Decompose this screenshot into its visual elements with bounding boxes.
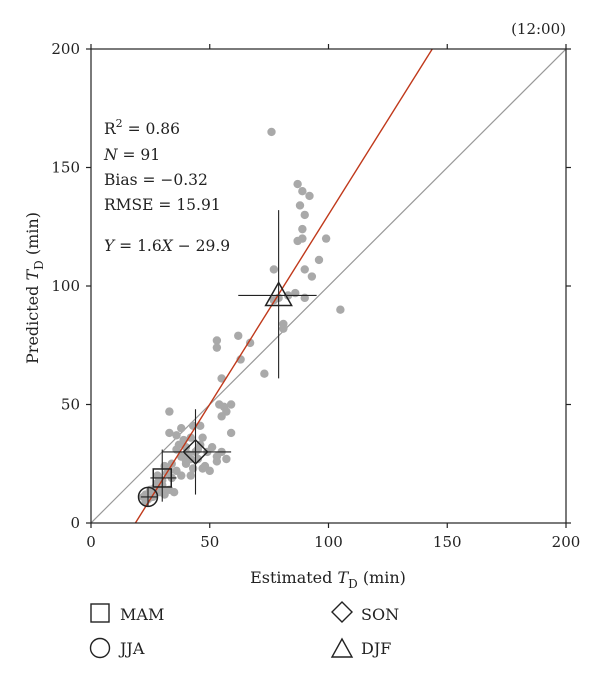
triangle-marker (264, 280, 293, 307)
time-label: (12:00) (511, 20, 566, 38)
legend-label-jja: JJA (118, 639, 145, 658)
data-point (321, 234, 331, 243)
one-to-one-line (91, 49, 566, 523)
legend-item-mam: MAM (90, 603, 164, 624)
data-point (169, 487, 179, 497)
data-point (212, 336, 222, 345)
y-tick-label: 0 (70, 514, 80, 532)
x-tick-label: 200 (552, 533, 581, 551)
data-point (186, 471, 195, 480)
season-marker-jja (137, 486, 159, 508)
data-point (298, 187, 307, 196)
data-point (298, 224, 307, 234)
data-point (336, 305, 345, 314)
rmse-text: RMSE = 15.91 (104, 196, 221, 214)
data-point (205, 466, 214, 476)
data-point (226, 428, 236, 438)
data-point (217, 374, 226, 383)
data-point (188, 464, 198, 473)
data-point (226, 400, 236, 409)
triangle-marker-icon (330, 637, 354, 658)
data-point (177, 424, 186, 433)
data-point (212, 343, 222, 352)
x-tick-label: 0 (86, 533, 96, 551)
regression-equation-text: Y = 1.6X − 29.9 (104, 237, 230, 255)
data-point (245, 338, 255, 348)
x-axis-label: Estimated TD (min) (250, 568, 406, 591)
data-point (267, 127, 276, 137)
legend-label-son: SON (361, 605, 399, 624)
diamond-marker-icon (331, 601, 353, 623)
data-point (260, 369, 269, 378)
data-point (305, 191, 314, 201)
data-point (307, 272, 317, 281)
data-point (172, 431, 181, 440)
x-tick-label: 150 (433, 533, 462, 551)
regression-line (134, 49, 433, 523)
data-point (269, 265, 279, 274)
y-tick-label: 50 (61, 396, 80, 414)
data-point (314, 255, 324, 265)
r-squared-text: R2 = 0.86 (104, 117, 180, 138)
data-point (300, 265, 309, 274)
season-marker-son (162, 409, 232, 495)
y-axis-label: Predicted TD (min) (23, 212, 46, 364)
data-point (295, 201, 305, 210)
y-tick-label: 150 (51, 159, 80, 177)
legend: MAM JJA SON DJF (89, 601, 399, 659)
data-point (291, 288, 300, 298)
statistics-annotation: R2 = 0.86 N = 91 Bias = −0.32 RMSE = 15.… (103, 117, 230, 255)
diamond-marker (182, 438, 209, 465)
data-point (177, 471, 186, 480)
data-point (198, 433, 207, 442)
bias-text: Bias = −0.32 (104, 171, 208, 189)
data-point (279, 324, 288, 333)
data-point (165, 407, 174, 416)
data-point (207, 442, 217, 452)
y-tick-label: 200 (51, 40, 80, 58)
x-tick-label: 50 (200, 533, 219, 551)
data-point (234, 331, 243, 340)
legend-label-mam: MAM (120, 605, 164, 624)
y-tick-label: 100 (51, 277, 80, 295)
data-point (293, 236, 302, 246)
x-tick-label: 100 (314, 533, 343, 551)
data-point (186, 433, 195, 442)
square-marker (152, 468, 172, 488)
circle-marker-icon (89, 637, 111, 659)
data-point (300, 210, 309, 220)
season-marker-djf (238, 210, 317, 379)
data-point (212, 457, 222, 466)
data-point (293, 179, 302, 189)
data-point (217, 412, 226, 421)
season-marker-mam (150, 449, 177, 502)
data-point (222, 454, 231, 464)
sample-count-text: N = 91 (103, 146, 160, 164)
circle-marker (137, 486, 159, 508)
data-point (165, 428, 174, 438)
legend-item-son: SON (331, 601, 399, 624)
legend-item-djf: DJF (330, 637, 391, 658)
square-marker-icon (90, 603, 110, 623)
legend-item-jja: JJA (89, 637, 145, 659)
legend-label-djf: DJF (361, 639, 391, 658)
data-point (300, 293, 309, 303)
